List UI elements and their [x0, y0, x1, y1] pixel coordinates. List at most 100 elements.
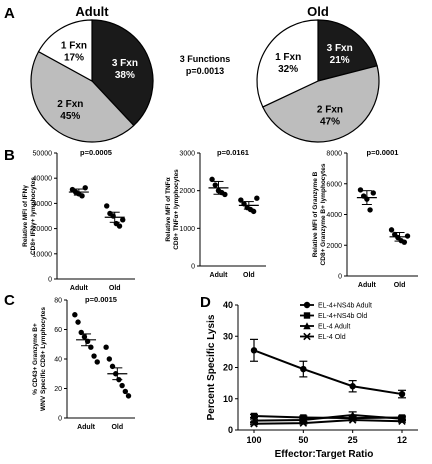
- y-tick-label: 0: [48, 277, 52, 284]
- line-series: [250, 416, 406, 428]
- p-value: p=0.0005: [80, 148, 112, 157]
- x-tick-label: 50: [298, 435, 308, 445]
- x-tick-label: Adult: [358, 282, 377, 289]
- functions-p-value: p=0.0013: [186, 66, 224, 76]
- panel-label-b: B: [4, 147, 15, 164]
- scatter-plot: 0 20 40 60 80 % CD43+ Granzyme B+WNV Specific…: [32, 295, 135, 431]
- y-axis-label-line: Relative MFI of TNFα: [165, 177, 172, 241]
- pie-slice-percent: 38%: [115, 70, 135, 81]
- y-axis-label-line: WNV Specific CD8+ Lymphocytes: [40, 307, 47, 411]
- pie-slice: [37, 19, 93, 83]
- y-tick-label: 40: [54, 357, 62, 364]
- scatter-plot: 0 10000 20000 30000 40000 50000 Relative MFI o…: [22, 148, 135, 292]
- y-tick-label: 80: [54, 298, 62, 305]
- marker-triangle: [303, 322, 311, 330]
- y-axis-label-line: Relative MFI of IFNγ: [22, 185, 29, 247]
- marker-circle: [300, 365, 307, 373]
- panel-label-a: A: [4, 5, 15, 22]
- data-point: [106, 356, 113, 362]
- data-point: [209, 176, 215, 183]
- data-point: [212, 182, 218, 188]
- x-tick-label: 25: [348, 435, 358, 445]
- x-tick-label: Old: [243, 272, 255, 279]
- y-axis-label-line: CD8+ Granzyme B+ lymphocytes: [320, 163, 327, 265]
- marker-x: [303, 332, 311, 341]
- data-point: [79, 193, 85, 199]
- data-point: [388, 227, 395, 233]
- data-point: [357, 187, 364, 193]
- marker-x: [398, 417, 406, 426]
- pie-title-old: Old: [307, 4, 329, 19]
- pie-title-adult: Adult: [75, 4, 109, 19]
- marker-square: [303, 312, 311, 319]
- marker-x: [250, 419, 258, 428]
- y-tick-label: 40: [223, 300, 233, 310]
- x-tick-label: 12: [397, 435, 407, 445]
- data-point: [222, 191, 228, 198]
- y-tick-label: 0: [191, 264, 195, 271]
- scatter-plot: 0 1000 2000 3000 Relative MFI of TNFαCD8+ TN…: [165, 148, 266, 279]
- y-tick-label: 3000: [179, 151, 195, 158]
- marker-circle: [349, 383, 356, 390]
- data-point: [75, 319, 81, 325]
- y-axis-label: % CD43+ Granzyme B+WNV Specific CD8+ Lym…: [32, 307, 47, 411]
- lysis-line-chart: 0 10 20 30 40 100 50 25 12 Effector:Target Ratio P…: [206, 300, 418, 460]
- data-point: [404, 233, 411, 239]
- legend-label: EL-4+NS4b Old: [318, 313, 367, 320]
- y-tick-label: 60: [54, 327, 62, 334]
- data-point: [103, 344, 109, 350]
- y-tick-label: 20000: [33, 226, 53, 233]
- data-point: [401, 239, 408, 245]
- pie-slice: [256, 19, 319, 108]
- y-tick-label: 8000: [326, 151, 342, 158]
- data-point: [120, 217, 126, 223]
- y-tick-label: 0: [228, 425, 233, 435]
- pie-slice-label: 3 Fxn: [327, 43, 353, 54]
- pie-slice-label: 2 Fxn: [317, 104, 343, 115]
- data-point: [104, 203, 110, 209]
- pie-slice-label: 2 Fxn: [57, 99, 83, 110]
- marker-circle: [303, 301, 311, 309]
- line-series: [250, 338, 406, 399]
- y-axis-label: Percent Specific Lysis: [206, 314, 217, 420]
- marker-x: [348, 416, 357, 424]
- pie-slice-label: 3 Fxn: [112, 58, 138, 69]
- x-tick-label: Old: [394, 282, 406, 289]
- x-tick-label: Adult: [70, 285, 89, 292]
- x-tick-label: Adult: [77, 424, 96, 431]
- pie-slice-percent: 47%: [320, 116, 340, 127]
- x-tick-label: Old: [111, 424, 123, 431]
- pie-slice-label: 1 Fxn: [275, 52, 301, 63]
- data-point: [125, 393, 132, 399]
- y-axis-label-line: Relative MFI of Granzyme B: [312, 171, 319, 257]
- x-axis-label: Effector:Target Ratio: [275, 449, 374, 460]
- x-tick-label: Old: [109, 285, 121, 292]
- y-tick-label: 6000: [326, 181, 342, 188]
- pie-slice-percent: 45%: [60, 111, 80, 122]
- y-tick-label: 20: [223, 363, 233, 373]
- y-axis-label: Relative MFI of IFNγCD8+ IFNγ+ lymphocyt…: [22, 177, 37, 255]
- y-tick-label: 10: [223, 394, 233, 404]
- data-point: [367, 207, 373, 213]
- y-tick-label: 4000: [326, 212, 342, 219]
- y-axis-label: Relative MFI of Granzyme BCD8+ Granzyme …: [312, 163, 327, 265]
- pie-slice-label: 1 Fxn: [61, 41, 87, 52]
- x-tick-label: Adult: [210, 272, 229, 279]
- data-point: [238, 197, 244, 203]
- legend-label: EL-4+NS4b Adult: [318, 303, 372, 310]
- pie-slice: [91, 19, 154, 127]
- data-point: [94, 359, 100, 365]
- y-tick-label: 30: [223, 331, 233, 341]
- marker-square: [250, 412, 258, 420]
- pie-slice: [317, 19, 378, 82]
- y-axis-label-line: CD8+ TNFα+ lymphocytes: [173, 169, 180, 250]
- panel-label-c: C: [4, 292, 15, 309]
- marker-x: [299, 419, 308, 427]
- panel-label-d: D: [200, 294, 211, 311]
- y-axis-label-line: CD8+ IFNγ+ lymphocytes: [30, 177, 37, 255]
- data-point: [91, 353, 97, 359]
- functions-label: 3 Functions: [180, 54, 231, 64]
- data-point: [82, 185, 88, 191]
- data-point: [119, 382, 125, 389]
